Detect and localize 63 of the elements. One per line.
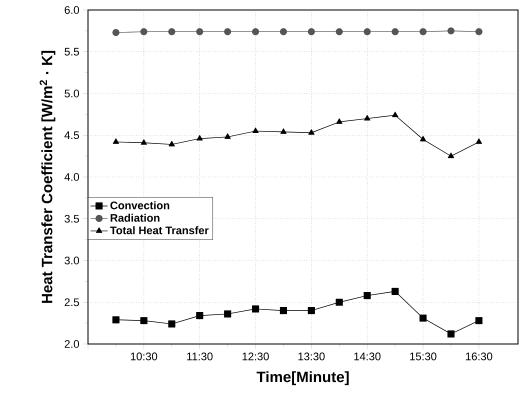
- x-tick-label: 15:30: [410, 352, 436, 360]
- legend-label: Total Heat Transfer: [110, 226, 209, 234]
- point: [308, 307, 315, 314]
- point: [392, 288, 399, 295]
- x-tick-label: 10:30: [130, 352, 158, 360]
- x-tick-label: 16:30: [466, 352, 492, 360]
- point: [336, 28, 343, 36]
- point: [252, 128, 259, 134]
- point: [280, 128, 287, 134]
- legend-label: Convection: [110, 201, 170, 210]
- point: [112, 316, 120, 324]
- point: [420, 136, 426, 142]
- point: [336, 298, 343, 306]
- point: [252, 28, 260, 36]
- point: [140, 139, 147, 145]
- point: [364, 292, 371, 300]
- point: [140, 28, 148, 36]
- point: [447, 27, 455, 34]
- x-tick-label: 14:30: [354, 352, 381, 360]
- y-tick-label: 2.0: [64, 340, 80, 348]
- point: [280, 28, 288, 36]
- point: [308, 28, 315, 36]
- point: [448, 152, 454, 158]
- point: [196, 135, 203, 141]
- point: [196, 312, 204, 320]
- y-axis-title: Heat Transfer Coefficient [W/m$^{2}$ · K]: [40, 50, 56, 303]
- point: [168, 140, 175, 146]
- x-tick-label: 11:30: [187, 352, 213, 360]
- point: [476, 138, 482, 144]
- y-tick-label: 6.0: [64, 6, 80, 14]
- y-tick-label: 3.5: [64, 214, 79, 223]
- y-tick-label: 3.0: [64, 256, 80, 264]
- point: [447, 330, 455, 338]
- y-tick-label: 5.5: [64, 48, 79, 56]
- point: [140, 317, 148, 324]
- point: [224, 133, 231, 139]
- point: [392, 28, 399, 36]
- point: [224, 28, 232, 36]
- x-tick-label: 13:30: [298, 352, 325, 360]
- point: [168, 320, 176, 328]
- legend-label: Radiation: [110, 214, 160, 222]
- point: [112, 138, 120, 144]
- point: [364, 28, 371, 36]
- x-tick-label: 12:30: [242, 352, 269, 360]
- point: [392, 112, 398, 118]
- point: [308, 129, 314, 135]
- point: [224, 310, 232, 318]
- point: [280, 307, 288, 314]
- point: [112, 28, 120, 36]
- x-axis-title: Time[Minute]: [256, 371, 349, 386]
- point: [336, 118, 342, 124]
- y-tick-label: 2.5: [64, 298, 79, 306]
- point: [252, 305, 260, 312]
- point: [420, 28, 427, 36]
- point: [364, 115, 370, 120]
- y-tick-label: 4.5: [64, 131, 79, 140]
- point: [475, 28, 482, 36]
- point: [420, 314, 427, 322]
- y-tick-label: 5.0: [64, 90, 80, 98]
- point: [168, 28, 176, 36]
- point: [196, 28, 204, 36]
- y-tick-label: 4.0: [64, 173, 80, 181]
- point: [475, 317, 482, 324]
